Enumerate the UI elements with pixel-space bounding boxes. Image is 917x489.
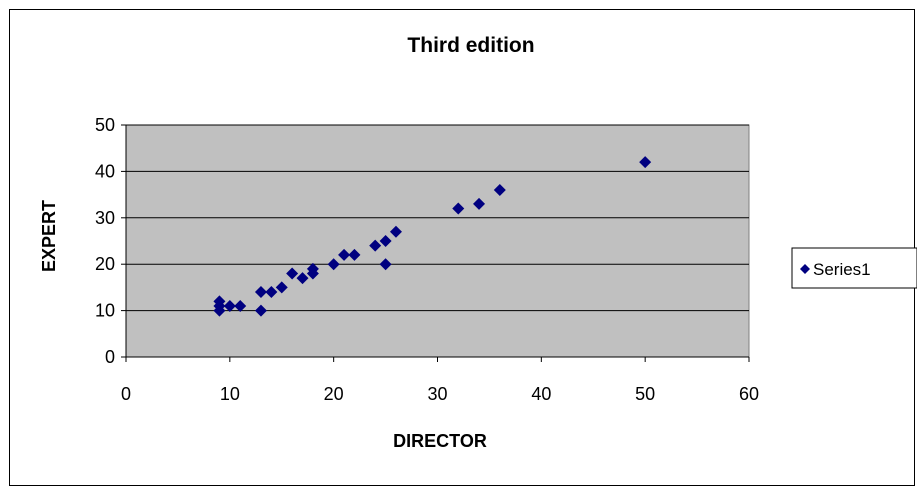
x-tick-label: 50 [635,384,655,404]
legend-box [791,247,917,289]
data-point [275,281,288,294]
data-point [223,299,236,312]
data-point [452,202,465,215]
chart-title: Third edition [407,34,534,57]
data-point [639,156,652,169]
axes [125,125,749,358]
y-tick-label: 50 [95,115,115,135]
x-tick-label: 10 [220,384,240,404]
data-point [306,262,319,275]
data-point [348,248,361,261]
data-point [379,235,392,247]
data-points [213,156,652,317]
x-axis-title: DIRECTOR [393,431,487,451]
x-tick-label: 40 [531,384,551,404]
x-tick-label: 20 [324,384,344,404]
data-point [286,267,299,280]
y-tick-label: 10 [95,301,115,321]
data-point [338,248,351,261]
data-point [296,272,309,285]
data-point [254,286,267,299]
data-point [389,225,402,238]
legend-marker-icon [800,264,810,274]
data-point [234,299,247,312]
data-point [265,286,278,299]
data-point [369,239,382,252]
y-axis-title: EXPERT [39,200,59,272]
data-point [473,197,486,210]
data-point [254,304,267,317]
x-tick-label: 30 [427,384,447,404]
plot-area [125,124,750,358]
y-tick-label: 0 [105,347,115,367]
data-point [493,183,506,196]
legend: Series1 [791,247,917,289]
x-tick-labels: 0 10 20 30 40 50 60 [121,384,759,404]
y-tick-label: 30 [95,208,115,228]
y-tick-label: 40 [95,161,115,181]
legend-label: Series1 [813,260,871,279]
data-point [379,258,392,271]
x-tick-label: 0 [121,384,131,404]
x-tick-label: 60 [739,384,759,404]
data-point [327,258,340,271]
y-tick-label: 20 [95,254,115,274]
data-point [213,295,226,308]
y-tick-labels: 0 10 20 30 40 50 [95,115,115,367]
